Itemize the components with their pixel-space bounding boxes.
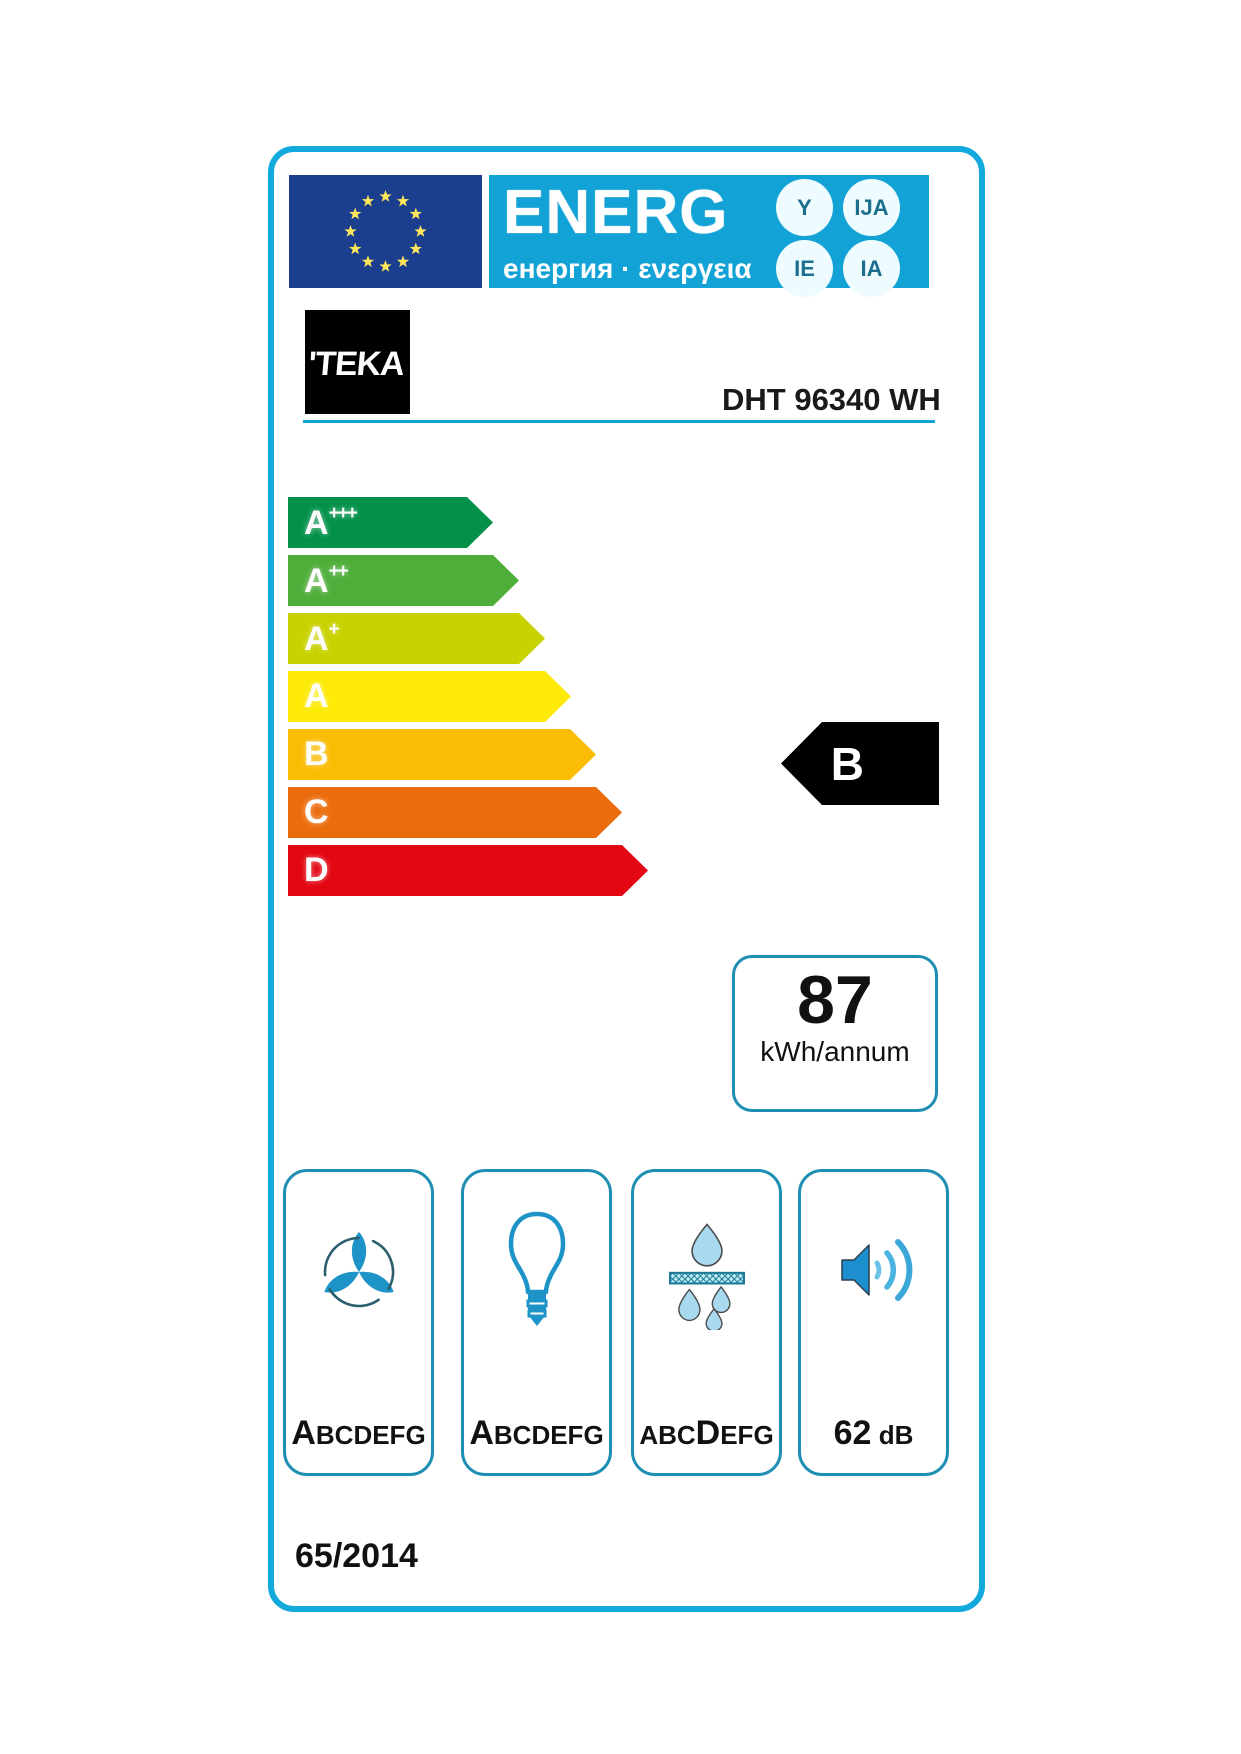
svg-text:'TEKA: 'TEKA [307,345,406,383]
